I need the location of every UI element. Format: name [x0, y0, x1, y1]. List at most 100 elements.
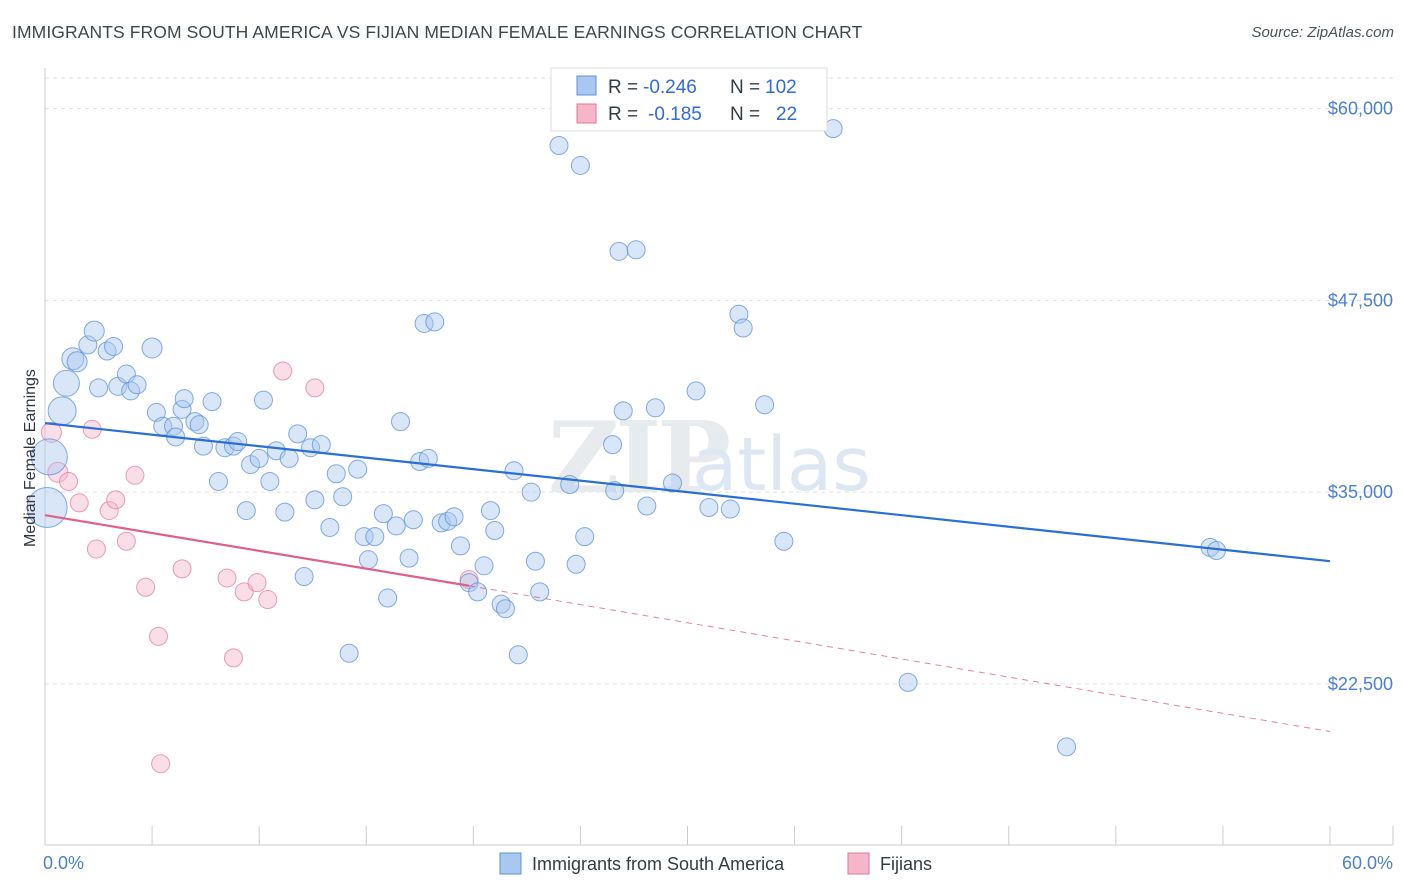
south-america-point-38 — [288, 424, 308, 444]
fijians-point-16 — [234, 582, 254, 602]
legend-item-fijians-swatch — [847, 852, 870, 875]
south-america-point-8 — [89, 378, 109, 398]
fijians-point-20 — [305, 378, 325, 398]
fijians-point-13 — [172, 559, 192, 579]
fijians-point-2 — [59, 471, 79, 491]
south-america-point-71 — [495, 599, 515, 619]
fijians-point-19 — [273, 361, 293, 381]
south-america-point-33 — [253, 390, 273, 410]
south-america-point-56 — [403, 510, 423, 530]
south-america-point-101 — [603, 435, 623, 455]
x-tick-label-max: 60.0% — [1342, 853, 1393, 873]
south-america-point-42 — [311, 435, 331, 455]
fijians-point-6 — [99, 501, 119, 521]
fijians-points — [40, 361, 479, 774]
y-tick-labels: $60,000 $47,500 $35,000 $22,500 — [1328, 99, 1393, 694]
south-america-point-76 — [530, 582, 550, 602]
south-america-point-25 — [202, 392, 222, 412]
legend-box — [550, 67, 828, 132]
south-america-point-44 — [326, 464, 346, 484]
south-america-point-81 — [575, 527, 595, 547]
legend-r-label-pink: R = — [608, 104, 638, 125]
fijians-point-3 — [69, 493, 89, 513]
y-tick-label-0: $60,000 — [1328, 99, 1393, 119]
south-america-point-39 — [294, 567, 314, 587]
legend-n-value-pink: 22 — [776, 104, 797, 125]
watermark: ZIP atlas — [548, 401, 871, 516]
south-america-point-26 — [208, 471, 228, 491]
fijians-point-14 — [217, 568, 237, 588]
south-america-point-75 — [525, 551, 545, 571]
legend-n-value-blue: 102 — [765, 77, 797, 98]
south-america-point-79 — [566, 554, 586, 574]
legend-swatch-pink — [576, 103, 597, 124]
fijians-point-17 — [247, 573, 267, 593]
south-america-point-21 — [174, 389, 194, 409]
south-america-point-83 — [609, 241, 629, 261]
south-america-point-98 — [1057, 737, 1077, 757]
south-america-point-90 — [699, 498, 719, 518]
south-america-point-55 — [399, 548, 419, 568]
legend-item-south-america: Immigrants from South America — [532, 854, 785, 874]
south-america-point-93 — [733, 318, 753, 338]
south-america-point-69 — [485, 521, 505, 541]
fijians-point-18 — [258, 590, 278, 610]
fijians-point-12 — [151, 754, 171, 774]
y-tick-label-1: $47,500 — [1328, 290, 1393, 310]
south-america-point-80 — [570, 155, 590, 175]
south-america-point-3 — [52, 369, 80, 397]
south-america-point-68 — [480, 501, 500, 521]
south-america-point-97 — [898, 672, 918, 692]
south-america-point-84 — [613, 401, 633, 421]
legend-r-value-pink: -0.185 — [648, 104, 702, 125]
x-tick-label-min: 0.0% — [43, 853, 84, 873]
south-america-point-48 — [354, 527, 374, 547]
south-america-point-52 — [378, 588, 398, 608]
south-america-point-7 — [83, 320, 105, 342]
south-america-point-74 — [521, 482, 541, 502]
legend-n-label-pink: N = — [730, 104, 760, 125]
y-tick-label-3: $22,500 — [1328, 674, 1393, 694]
south-america-point-53 — [386, 516, 406, 536]
south-america-point-95 — [774, 531, 794, 551]
fijians-point-0 — [40, 421, 62, 443]
south-america-point-5 — [66, 351, 88, 373]
y-tick-label-2: $35,000 — [1328, 482, 1393, 502]
south-america-point-82 — [605, 481, 625, 501]
south-america-point-14 — [127, 375, 147, 395]
south-america-point-86 — [637, 496, 657, 516]
chart-title: IMMIGRANTS FROM SOUTH AMERICA VS FIJIAN … — [12, 22, 863, 42]
fijians-point-7 — [106, 490, 126, 510]
south-america-point-41 — [305, 490, 325, 510]
south-america-trend-line — [44, 422, 1331, 563]
south-america-point-1 — [30, 438, 68, 476]
south-america-point-30 — [236, 501, 256, 521]
legend-n-label-blue: N = — [730, 77, 760, 98]
south-america-point-77 — [549, 135, 569, 155]
south-america-point-2 — [47, 396, 77, 426]
south-america-point-61 — [431, 513, 451, 533]
south-america-point-10 — [104, 336, 124, 356]
watermark-atlas: atlas — [692, 422, 871, 508]
south-america-point-72 — [504, 461, 524, 481]
fijians-point-11 — [149, 626, 169, 646]
south-america-point-15 — [141, 337, 163, 359]
fijians-trend-extension — [468, 585, 1331, 732]
south-america-points — [26, 119, 1226, 757]
south-america-point-16 — [146, 402, 166, 422]
south-america-point-85 — [626, 240, 646, 260]
south-america-point-6 — [78, 335, 98, 355]
legend-item-fijians: Fijians — [880, 854, 932, 874]
legend-swatch-blue — [576, 75, 597, 96]
south-america-point-60 — [425, 312, 445, 332]
watermark-zip: ZIP — [548, 401, 729, 516]
south-america-point-94 — [755, 395, 775, 415]
fijians-trend-line — [44, 514, 470, 587]
south-america-point-87 — [645, 398, 665, 418]
south-america-point-23 — [189, 415, 209, 435]
south-america-point-50 — [365, 527, 385, 547]
axis-layer — [44, 68, 1394, 846]
south-america-point-51 — [373, 504, 393, 524]
south-america-point-67 — [474, 556, 494, 576]
